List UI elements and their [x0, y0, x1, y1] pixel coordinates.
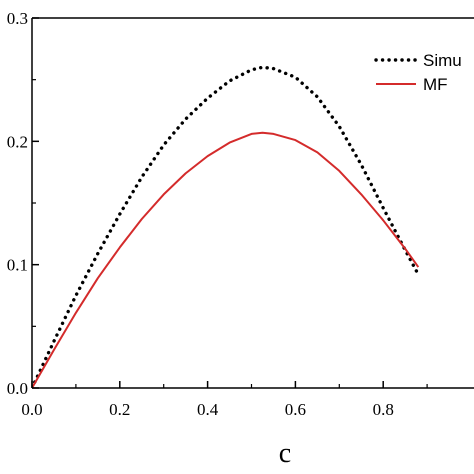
x-tick-label: 0.6 — [285, 400, 306, 419]
axes: 0.0 0.2 0.4 0.6 0.8 0.0 0.1 0.2 0.3 — [7, 9, 474, 419]
series-line-mf — [32, 131, 420, 388]
legend: Simu MF — [374, 51, 462, 94]
x-axis-title: c — [279, 438, 291, 469]
x-tick-label: 0.2 — [109, 400, 130, 419]
y-tick-label: 0.3 — [7, 9, 28, 28]
plot-area — [32, 65, 420, 388]
x-tick-label: 0.4 — [197, 400, 219, 419]
x-tick-label: 0.8 — [373, 400, 394, 419]
y-tick-label: 0.2 — [7, 132, 28, 151]
legend-label-mf: MF — [423, 75, 448, 94]
y-tick-label: 0.1 — [7, 256, 28, 275]
legend-label-simu: Simu — [423, 51, 462, 70]
series-line-simu — [32, 65, 420, 388]
y-tick-label: 0.0 — [7, 379, 28, 398]
x-tick-label: 0.0 — [21, 400, 42, 419]
